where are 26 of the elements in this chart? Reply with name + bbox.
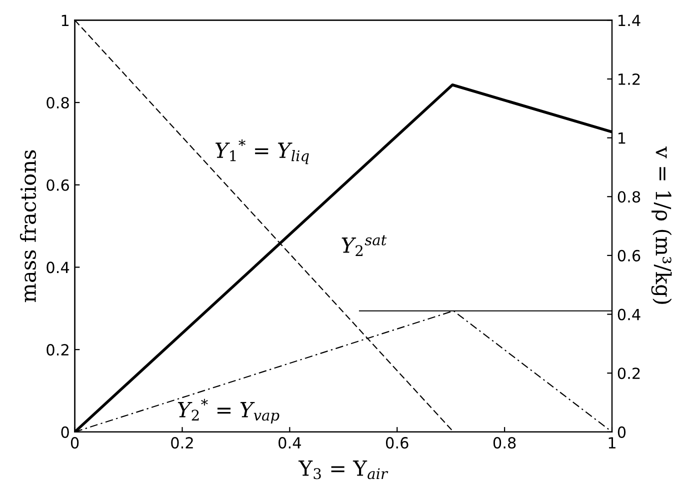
y2-axis-title: v = 1/ρ (m³/kg) xyxy=(651,146,672,304)
y-axis-title: mass fractions xyxy=(20,150,36,302)
y2-tick-label: 0.4 xyxy=(618,308,640,320)
x-tick-label: 0.6 xyxy=(386,437,408,449)
annotation: Y$_{2}$$^{*}$ = Y$_{vap}$ xyxy=(178,398,280,424)
y-tick-label: 0.8 xyxy=(46,96,69,109)
annotation: Y$_{1}$$^{*}$ = Y$_{liq}$ xyxy=(216,139,309,164)
y-tick-label: 0.4 xyxy=(46,262,70,274)
x-tick-label: 0.2 xyxy=(171,437,193,449)
y-tick-label: 1 xyxy=(62,14,69,26)
x-tick-label: 0.8 xyxy=(493,437,516,449)
y2-tick-label: 1.2 xyxy=(618,73,640,85)
annotation: Y$_{2}$$^{sat}$ xyxy=(342,235,387,256)
x-tick-label: 0.4 xyxy=(278,437,301,449)
y2-tick-label: 1 xyxy=(618,132,626,144)
x-tick-label: 1 xyxy=(608,437,616,448)
x-tick-label: 0 xyxy=(70,437,79,449)
y2-tick-label: 1.4 xyxy=(618,14,640,26)
y2-tick-label: 0.6 xyxy=(618,250,640,262)
y-tick-label: 0.2 xyxy=(46,344,68,356)
y-tick-label: 0.6 xyxy=(46,179,69,191)
y2-tick-label: 0.8 xyxy=(618,191,640,203)
y-tick-label: 0 xyxy=(61,426,69,438)
x-axis-title: Y$_{3}$ = Y$_{air}$ xyxy=(298,460,388,480)
y2-tick-label: 0 xyxy=(618,426,626,438)
y2-tick-label: 0.2 xyxy=(618,368,640,380)
